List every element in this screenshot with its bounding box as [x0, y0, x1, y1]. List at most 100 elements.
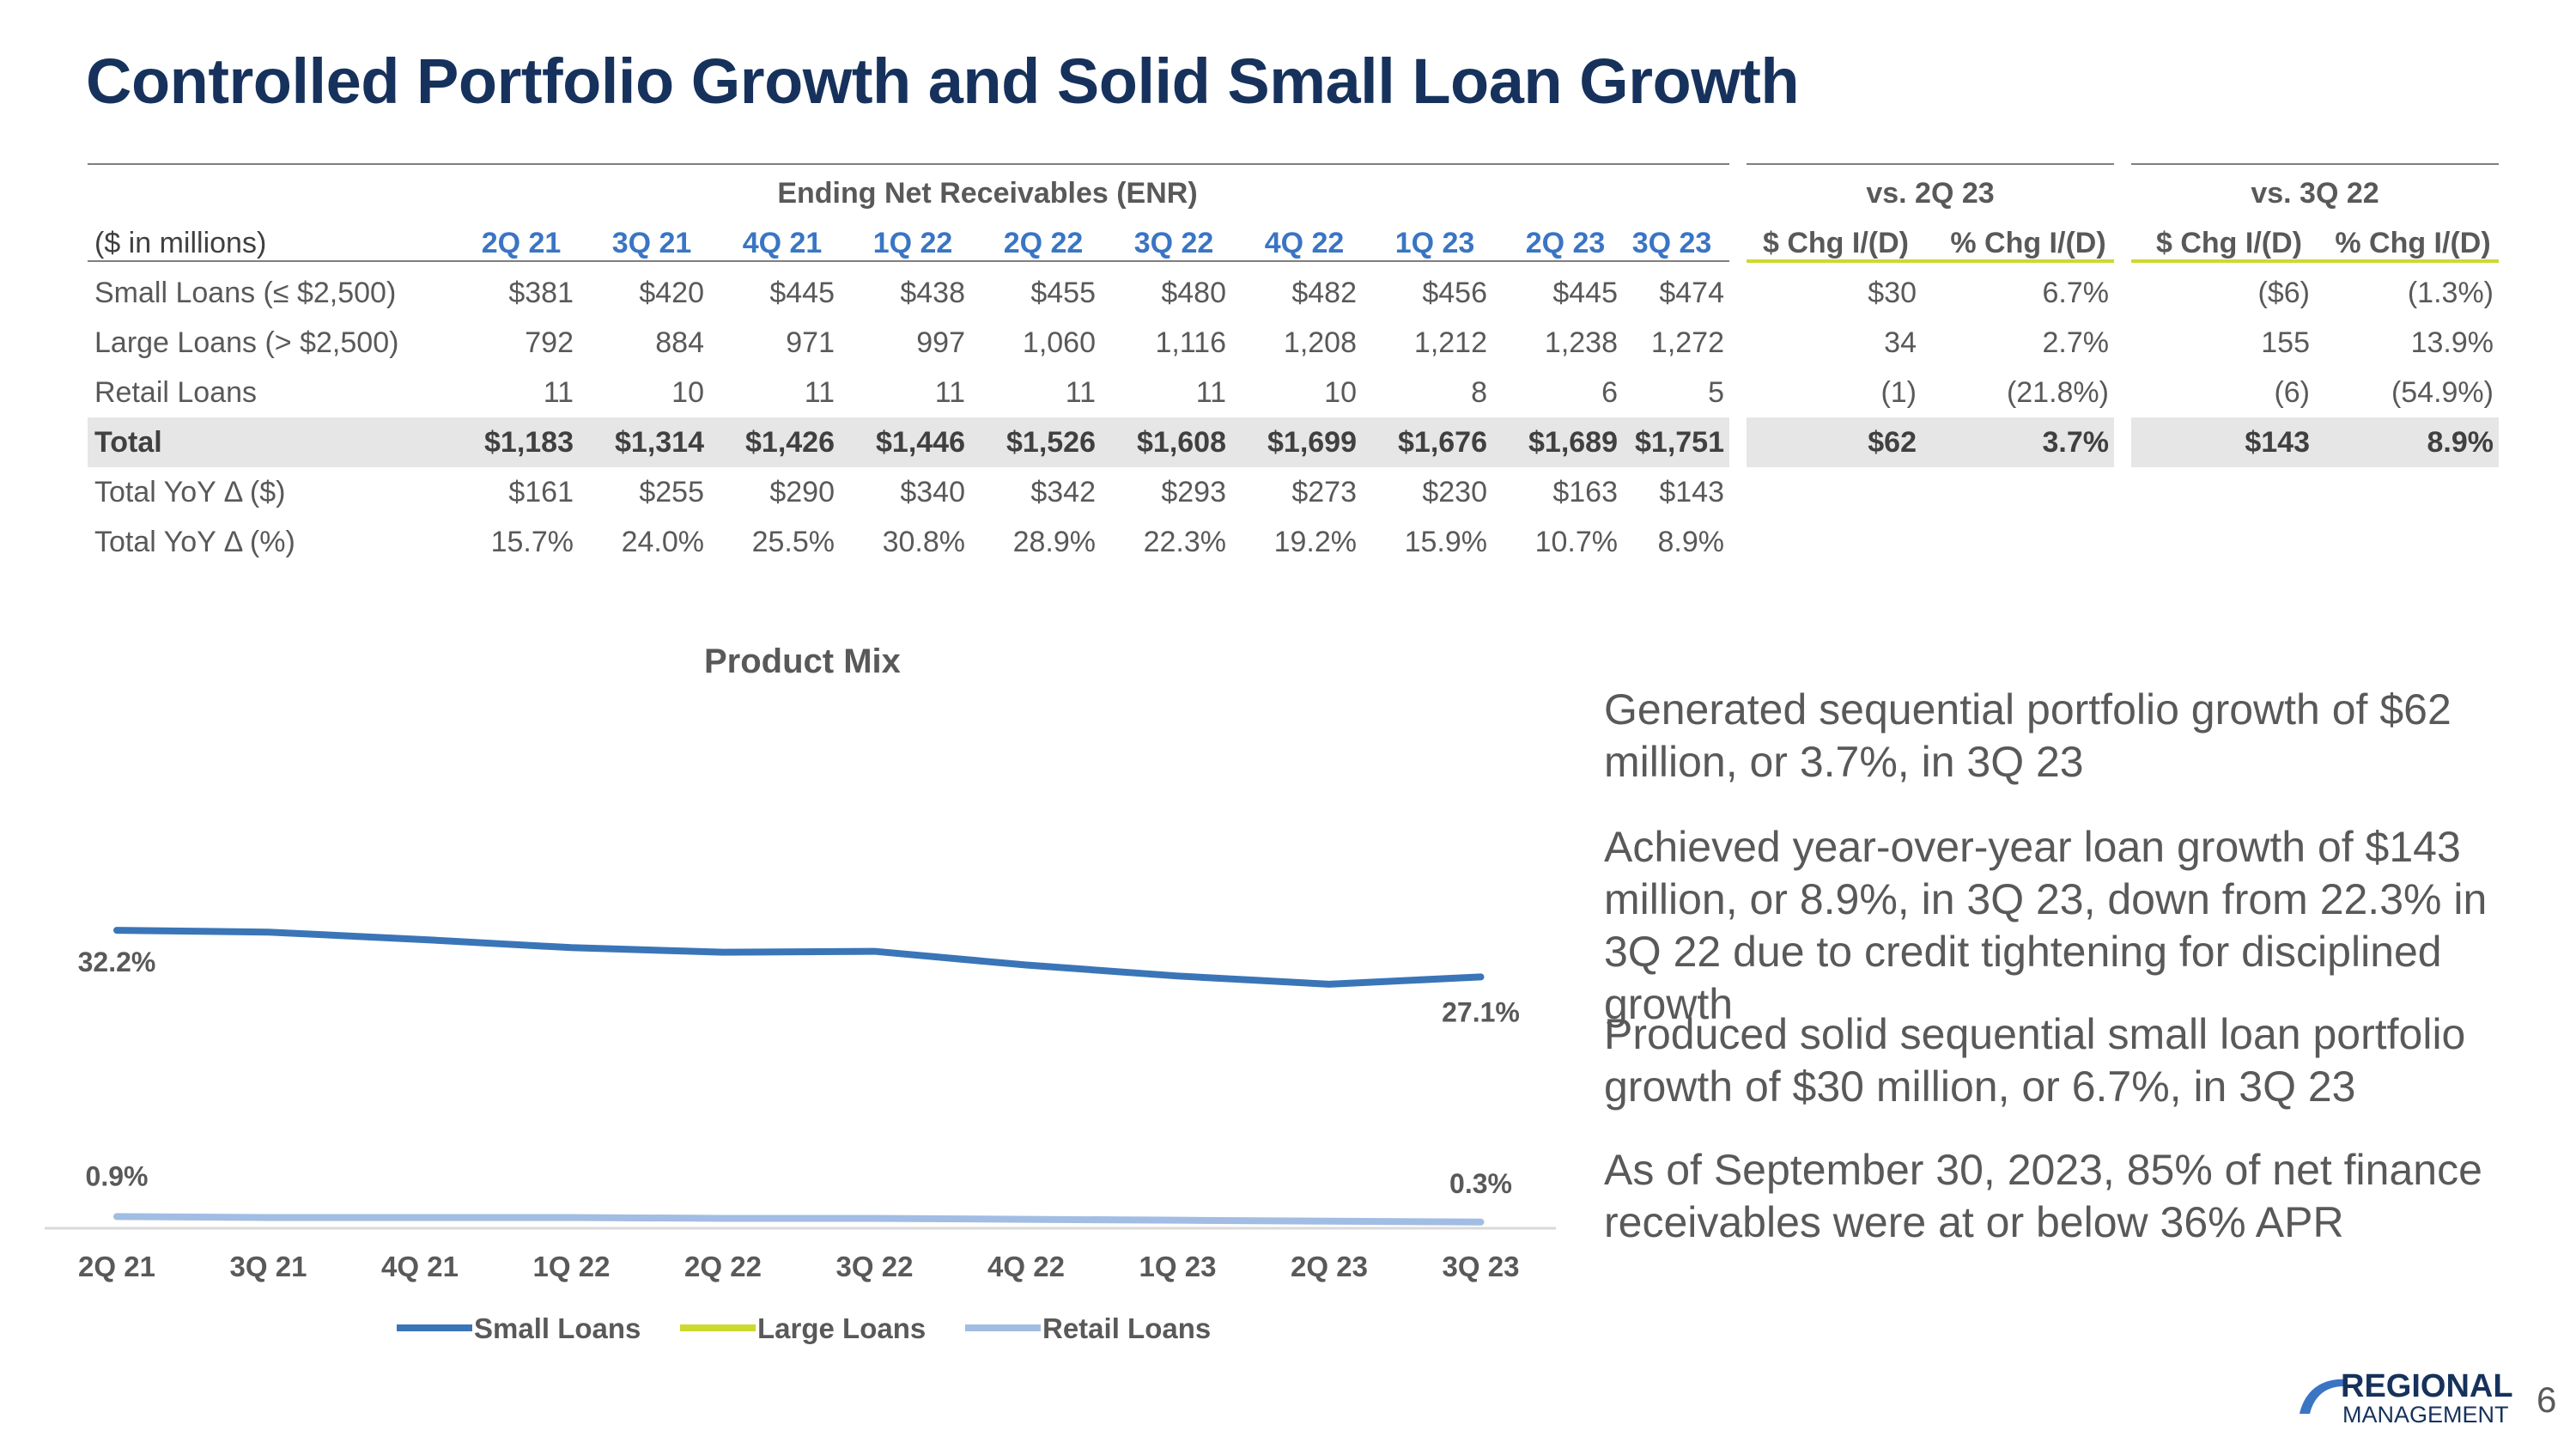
table-cell: 11: [1065, 376, 1096, 409]
table-cell: $456: [1422, 277, 1487, 309]
table-cell: 1,212: [1413, 326, 1487, 359]
table-cell: $230: [1422, 476, 1487, 508]
product-mix-chart: 2Q 21 3Q 21 4Q 21 1Q 22 2Q 22 3Q 22 4Q 22 1Q 23…: [45, 927, 1556, 1344]
table-cell: 1,272: [1650, 326, 1724, 359]
quarter-header: 1Q 22: [872, 227, 953, 259]
table-cell: $445: [1552, 277, 1618, 309]
total-row-shading: [88, 417, 1729, 467]
table-cell: 25.5%: [751, 526, 835, 558]
legend-label: Small Loans: [474, 1312, 641, 1344]
series-end-label: 27.1%: [1442, 996, 1520, 1027]
x-tick-label: 2Q 22: [684, 1251, 762, 1282]
quarter-header: 2Q 22: [1003, 227, 1084, 259]
change-cell: 34: [1884, 326, 1917, 359]
change-cell: 155: [2261, 326, 2310, 359]
table-cell: $273: [1291, 476, 1357, 508]
series-end-label: 0.3%: [1449, 1168, 1512, 1199]
table-cell: 11: [804, 376, 835, 409]
vs-3q22-header: vs. 3Q 22: [2251, 177, 2379, 210]
change-cell: ($6): [2257, 277, 2310, 309]
enr-header: Ending Net Receivables (ENR): [777, 177, 1198, 210]
logo-swoosh-icon: REGIONAL MANAGEMENT: [2300, 1368, 2513, 1428]
table-cell: 10: [1324, 376, 1357, 409]
legend-label: Retail Loans: [1042, 1312, 1211, 1344]
change-cell: (54.9%): [2391, 376, 2494, 409]
table-cell: $474: [1659, 277, 1724, 309]
series-start-label: 0.9%: [86, 1160, 149, 1191]
table-cell: 884: [655, 326, 704, 359]
change-cell: 6.7%: [2042, 277, 2110, 309]
bullet-2: Achieved year-over-year loan growth of $…: [1604, 823, 2488, 1028]
table-cell: 8: [1471, 376, 1487, 409]
table-cell: $342: [1030, 476, 1096, 508]
vs1-header-underline: [1747, 259, 2114, 263]
vs2-header-underline: [2131, 259, 2499, 263]
table-cell: 997: [916, 326, 965, 359]
x-tick-label: 3Q 21: [230, 1251, 307, 1282]
logo-line2: MANAGEMENT: [2342, 1402, 2509, 1428]
table-cell: $161: [508, 476, 574, 508]
table-cell: 792: [525, 326, 574, 359]
change-cell: $30: [1868, 277, 1917, 309]
table-cell: 15.7%: [490, 526, 574, 558]
table-cell: 8.9%: [1657, 526, 1725, 558]
table-cell: 15.9%: [1404, 526, 1487, 558]
quarter-header: 3Q 23: [1631, 227, 1712, 259]
chart-title: Product Mix: [704, 642, 901, 680]
change-header: % Chg I/(D): [2335, 227, 2491, 259]
page-number: 6: [2537, 1379, 2557, 1420]
table-cell: 1,116: [1155, 326, 1226, 359]
vs2-top-rule: [2131, 163, 2499, 165]
enr-top-rule: [88, 163, 1729, 165]
table-cell: $1,751: [1635, 426, 1724, 459]
regional-management-logo: REGIONAL MANAGEMENT: [2294, 1368, 2518, 1429]
x-tick-label: 1Q 23: [1139, 1251, 1217, 1282]
table-cell: $143: [1659, 476, 1724, 508]
total-row-shading: [2131, 417, 2499, 467]
table-cell: 24.0%: [621, 526, 704, 558]
change-cell: 8.9%: [2427, 426, 2494, 459]
quarter-header: 3Q 21: [611, 227, 692, 259]
table-cell: $163: [1552, 476, 1618, 508]
row-label: Retail Loans: [94, 376, 258, 409]
table-cell: 11: [1195, 376, 1226, 409]
table-cell: $290: [769, 476, 835, 508]
change-header: $ Chg I/(D): [1763, 227, 1909, 259]
table-cell: $255: [639, 476, 704, 508]
x-tick-label: 1Q 22: [533, 1251, 611, 1282]
table-cell: 6: [1601, 376, 1618, 409]
table-cell: $1,183: [484, 426, 574, 459]
table-cell: $1,608: [1137, 426, 1226, 459]
x-tick-label: 4Q 21: [381, 1251, 459, 1282]
table-cell: 11: [543, 376, 574, 409]
table-cell: 1,238: [1544, 326, 1618, 359]
x-tick-label: 3Q 22: [836, 1251, 914, 1282]
table-cell: $1,446: [876, 426, 965, 459]
table-cell: 28.9%: [1012, 526, 1096, 558]
quarter-header: 2Q 21: [481, 227, 562, 259]
series-start-label: 32.2%: [78, 947, 156, 977]
series-line-retail-loans: [113, 1213, 1485, 1226]
x-tick-label: 2Q 23: [1291, 1251, 1368, 1282]
row-label: Large Loans (> $2,500): [94, 326, 399, 359]
change-cell: (6): [2274, 376, 2310, 409]
table-cell: $293: [1161, 476, 1226, 508]
table-cell: $1,676: [1398, 426, 1487, 459]
x-tick-label: 4Q 22: [987, 1251, 1065, 1282]
quarter-header: 2Q 23: [1525, 227, 1606, 259]
table-cell: 1,060: [1022, 326, 1096, 359]
units-label: ($ in millions): [94, 227, 267, 259]
table-cell: $340: [900, 476, 965, 508]
table-cell: $438: [900, 277, 965, 309]
bullet-4: As of September 30, 2023, 85% of net fin…: [1604, 1146, 2482, 1246]
row-label: Small Loans (≤ $2,500): [94, 277, 397, 309]
bullet-1: Generated sequential portfolio growth of…: [1604, 685, 2451, 786]
row-label: Total YoY Δ (%): [94, 526, 295, 558]
table-cell: $482: [1291, 277, 1357, 309]
change-cell: (1): [1880, 376, 1917, 409]
table-cell: 11: [934, 376, 965, 409]
x-tick-label: 2Q 21: [78, 1251, 155, 1282]
row-label: Total YoY Δ ($): [94, 476, 286, 508]
legend-label: Large Loans: [757, 1312, 926, 1344]
table-cell: $1,526: [1006, 426, 1096, 459]
